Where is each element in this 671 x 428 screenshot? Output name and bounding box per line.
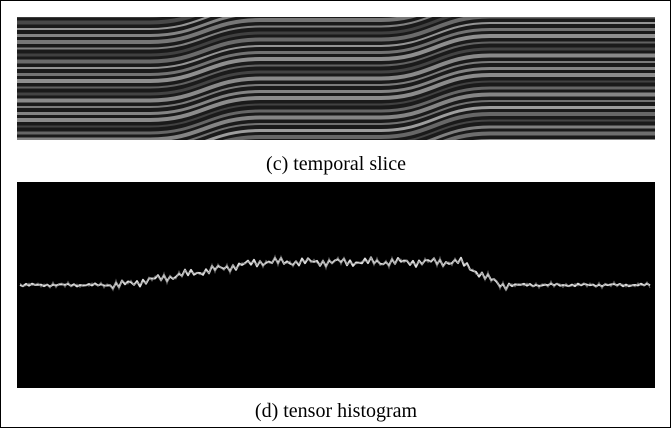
caption: (c) temporal slice (266, 153, 406, 175)
stripe (222, 112, 655, 140)
stripe (17, 41, 655, 89)
stripe (17, 61, 655, 108)
stripe (17, 17, 655, 64)
stripe (17, 86, 655, 135)
stripe (442, 131, 655, 140)
stripe (426, 125, 655, 140)
stripe (17, 22, 655, 69)
stripe (17, 28, 655, 76)
stripe (17, 80, 655, 128)
ridge-halo (19, 254, 651, 292)
temporal-slice-image (17, 17, 655, 140)
caption: (d) tensor histogram (255, 400, 418, 422)
stripe (17, 17, 453, 57)
stripe (17, 17, 417, 44)
stripe (186, 100, 655, 140)
stripe (17, 47, 655, 96)
tensor-histogram-image (17, 182, 655, 388)
stripe (17, 73, 655, 122)
stripe (17, 17, 433, 50)
stripe (17, 53, 655, 103)
stripe (17, 92, 655, 140)
stripe (17, 17, 237, 37)
stripe (17, 67, 655, 115)
stripe (405, 119, 655, 140)
stripe (17, 34, 655, 83)
stripe (204, 106, 655, 140)
stripe (17, 17, 196, 25)
stripe (17, 17, 211, 30)
